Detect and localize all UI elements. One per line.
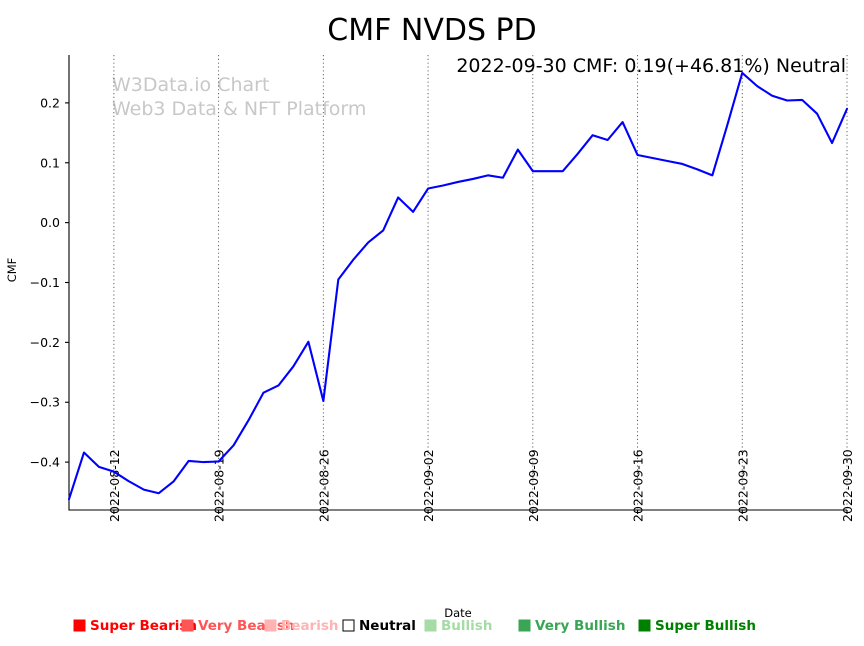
legend-swatch [518,619,531,632]
x-tick-label: 2022-09-09 [526,449,541,522]
legend-swatch [424,619,437,632]
x-tick-label: 2022-09-02 [421,449,436,522]
axes-spines [68,55,847,511]
x-tick-label: 2022-08-12 [107,449,122,522]
y-tick-label: −0.4 [30,455,60,470]
x-axis-ticks: 2022-08-12 2022-08-19 2022-08-26 2022-09-02… [107,449,855,522]
legend-label: Super Bearish [90,618,197,634]
y-tick-label: −0.3 [30,395,60,410]
legend-label: Very Bullish [535,618,625,634]
legend-swatch [638,619,651,632]
y-axis-ticks: 0.2 0.1 0.0 −0.1 −0.2 −0.3 −0.4 [30,95,69,470]
x-tick-label: 2022-09-23 [735,449,750,522]
y-tick-label: −0.2 [30,335,60,350]
y-tick-label: −0.1 [30,275,60,290]
legend-label: Bullish [441,618,492,634]
legend-swatch [264,619,277,632]
legend-label: Neutral [359,618,416,634]
legend-swatch [342,619,355,632]
y-axis-label: CMF [5,258,19,283]
y-tick-label: 0.2 [40,95,60,110]
x-axis-label: Date [444,606,472,620]
latest-value-annotation: 2022-09-30 CMF: 0.19(+46.81%) Neutral [456,55,846,77]
x-tick-label: 2022-08-26 [316,449,331,522]
legend-label: Super Bullish [655,618,756,634]
x-tick-label: 2022-09-30 [840,449,855,522]
legend-label: Bearish [281,618,339,634]
legend-swatch [181,619,194,632]
y-tick-label: 0.1 [40,155,60,170]
chart-title: CMF NVDS PD [327,13,536,48]
x-tick-label: 2022-09-16 [631,449,646,522]
watermark-line-1: W3Data.io Chart [112,74,269,96]
x-tick-label: 2022-08-19 [212,449,227,522]
watermark-line-2: Web3 Data & NFT Platform [112,98,366,120]
cmf-data-line [67,71,849,501]
y-tick-label: 0.0 [40,215,60,230]
legend-swatch [73,619,86,632]
